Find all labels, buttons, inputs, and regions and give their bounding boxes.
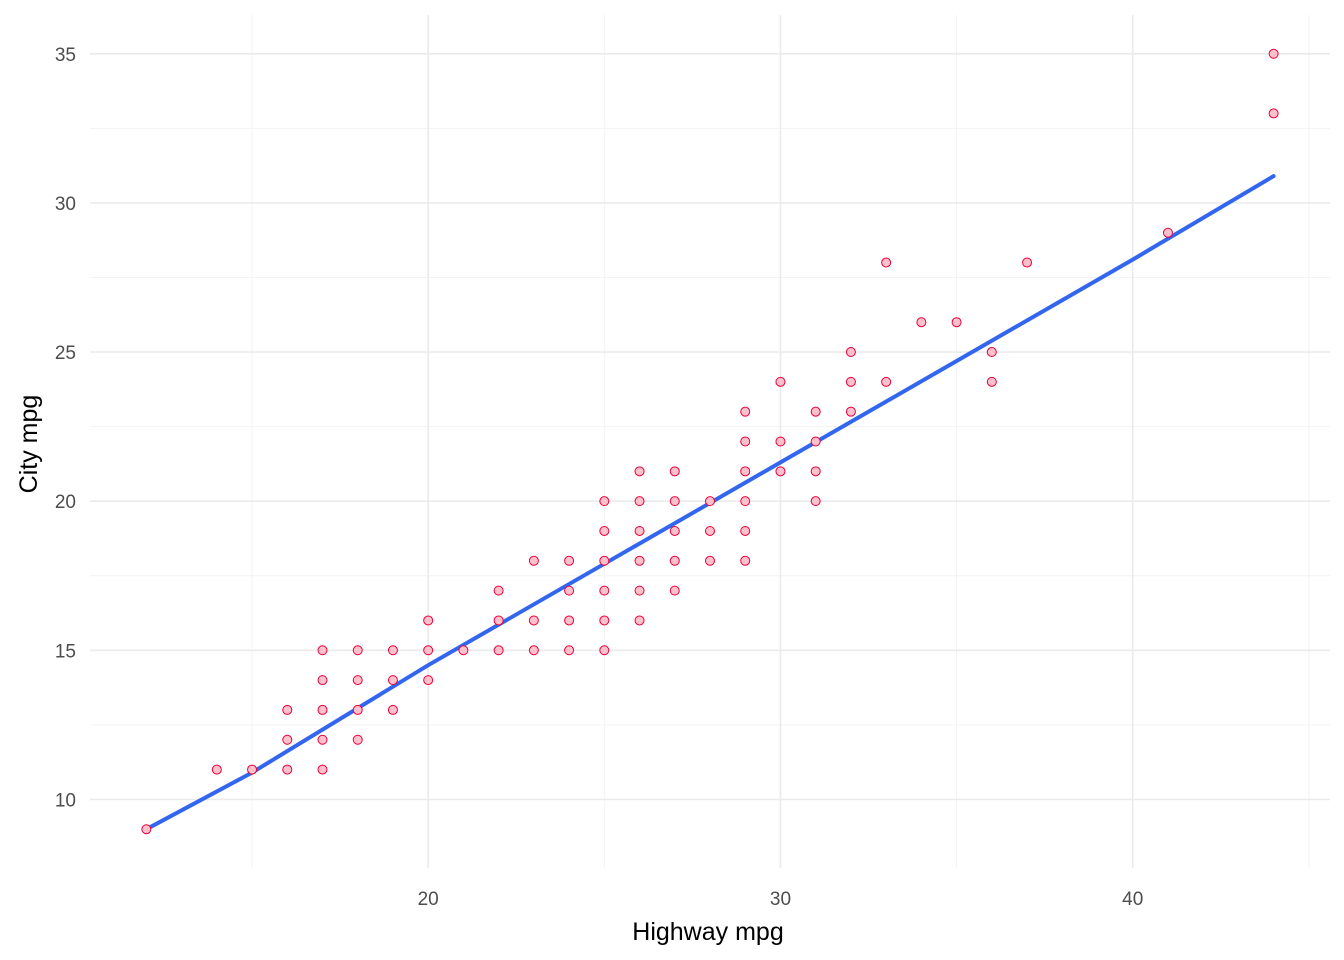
data-point [387, 675, 398, 686]
x-tick-label: 20 [418, 889, 439, 910]
data-point [881, 257, 892, 268]
data-point [423, 645, 434, 656]
data-point [352, 734, 363, 745]
data-point [705, 496, 715, 507]
data-point [564, 555, 575, 566]
data-point [282, 704, 293, 715]
points-layer [141, 48, 1279, 835]
data-point [705, 555, 715, 566]
data-point [1268, 48, 1279, 59]
data-point [282, 734, 293, 745]
data-point [986, 347, 997, 358]
data-point [599, 555, 610, 566]
data-point [423, 615, 434, 626]
data-point [247, 764, 258, 775]
data-point [317, 704, 328, 715]
data-point [669, 496, 680, 507]
data-point [493, 585, 504, 596]
data-point [387, 704, 398, 715]
x-tick-label: 40 [1122, 889, 1143, 910]
data-point [810, 436, 821, 447]
y-tick-label: 30 [55, 194, 76, 215]
data-point [564, 645, 575, 656]
data-point [317, 675, 328, 686]
data-point [599, 615, 610, 626]
y-tick-label: 15 [55, 641, 76, 662]
data-point [387, 645, 398, 656]
data-point [599, 585, 610, 596]
data-point [740, 406, 751, 417]
data-point [1162, 227, 1173, 238]
data-point [634, 525, 645, 536]
data-point [211, 764, 222, 775]
data-point [352, 704, 363, 715]
data-point [317, 734, 328, 745]
data-point [951, 317, 962, 328]
data-point [352, 675, 363, 686]
fit-line-layer [144, 174, 1276, 832]
data-point [317, 764, 328, 775]
data-point [282, 764, 293, 775]
data-point [669, 466, 680, 477]
data-point [634, 466, 645, 477]
data-point [352, 645, 363, 656]
data-point [1268, 108, 1279, 119]
data-point [845, 406, 856, 417]
data-point [740, 525, 751, 536]
data-point [528, 555, 539, 566]
data-point [740, 436, 751, 447]
data-point [881, 376, 892, 387]
data-point [634, 615, 645, 626]
y-tick-label: 25 [55, 343, 76, 364]
data-point [564, 615, 575, 626]
data-point [317, 645, 328, 656]
data-point [986, 376, 997, 387]
data-point [458, 645, 469, 656]
y-tick-labels: 10 15 20 25 30 35 [55, 45, 76, 812]
data-point [740, 555, 751, 566]
y-tick-label: 10 [55, 790, 76, 811]
data-point [141, 824, 152, 835]
x-axis-title: Highway mpg [632, 918, 783, 946]
data-point [810, 496, 821, 507]
data-point [916, 317, 927, 328]
y-tick-label: 20 [55, 492, 76, 513]
data-point [599, 496, 610, 507]
data-point [634, 555, 645, 566]
data-point [669, 585, 680, 596]
data-point [493, 615, 504, 626]
y-axis-title: City mpg [15, 395, 43, 494]
fit-line [144, 174, 1276, 832]
data-point [564, 585, 575, 596]
data-point [634, 496, 645, 507]
data-point [775, 376, 786, 387]
data-point [705, 525, 715, 536]
y-tick-label: 35 [55, 45, 76, 66]
x-tick-labels: 20 30 40 [418, 889, 1144, 910]
data-point [810, 466, 821, 477]
data-point [634, 585, 645, 596]
grid [90, 15, 1330, 868]
x-tick-label: 30 [770, 889, 791, 910]
data-point [845, 376, 856, 387]
data-point [423, 675, 434, 686]
data-point [599, 525, 610, 536]
data-point [810, 406, 821, 417]
data-point [1022, 257, 1033, 268]
data-point [528, 615, 539, 626]
data-point [599, 645, 610, 656]
data-point [669, 555, 680, 566]
data-point [493, 645, 504, 656]
data-point [669, 525, 680, 536]
data-point [740, 496, 751, 507]
data-point [528, 645, 539, 656]
data-point [740, 466, 751, 477]
data-point [775, 466, 786, 477]
data-point [845, 347, 856, 358]
data-point [775, 436, 786, 447]
